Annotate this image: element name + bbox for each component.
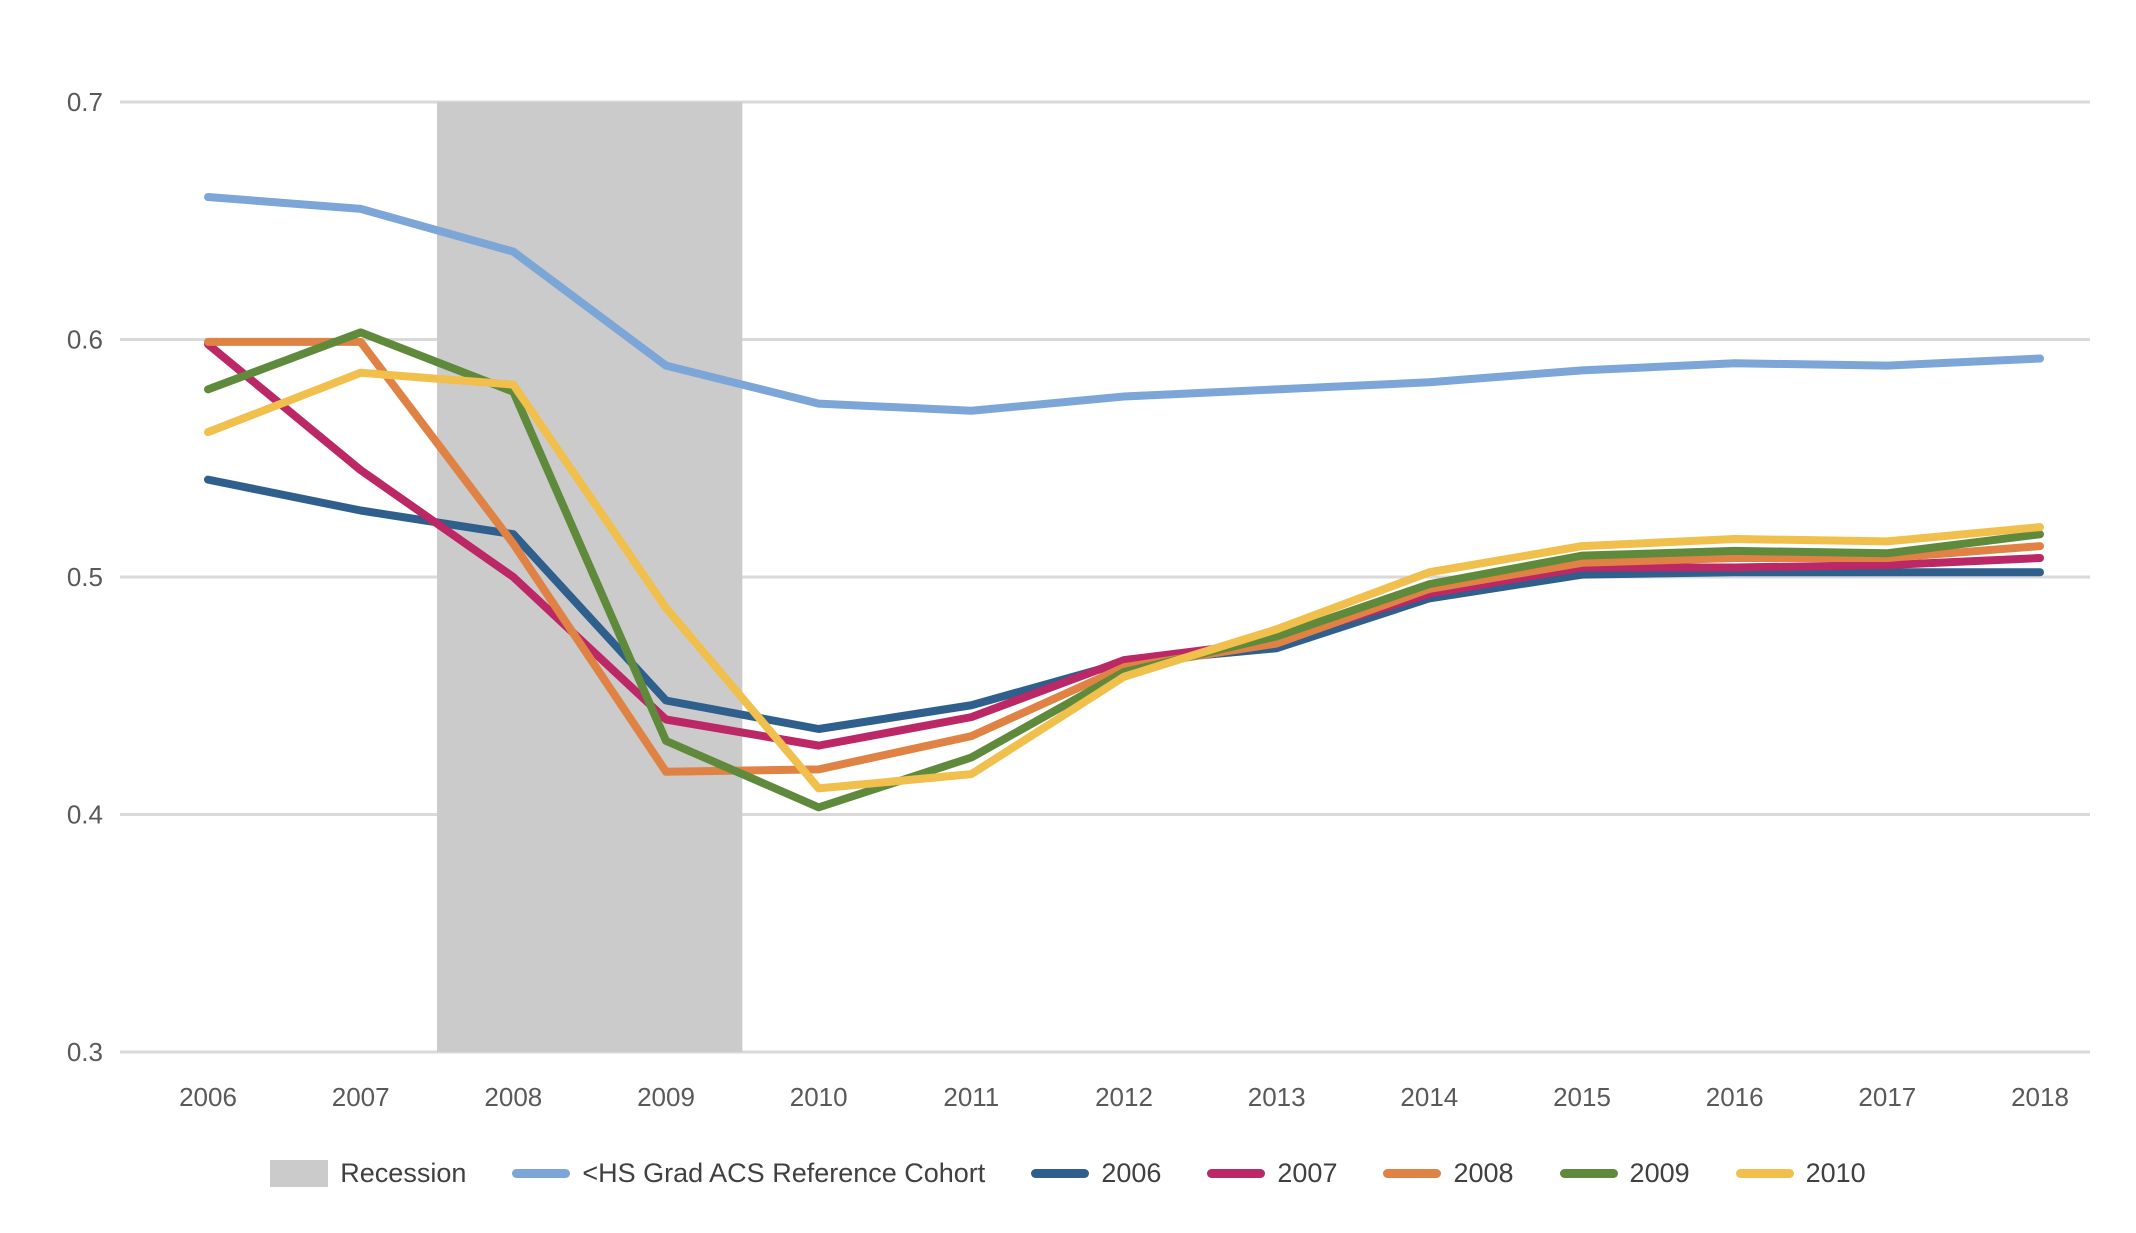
legend-label-hs-grad-acs-reference-cohort: <HS Grad ACS Reference Cohort <box>582 1157 986 1188</box>
y-axis-tick-0.6: 0.6 <box>67 325 103 355</box>
legend-swatch-2010 <box>1735 1168 1794 1178</box>
x-axis-tick-2013: 2013 <box>1248 1082 1306 1112</box>
series-line-hs-grad-acs-reference-cohort <box>204 193 2044 415</box>
legend-swatch-2007 <box>1207 1168 1266 1178</box>
legend-item-2008: 2008 <box>1383 1157 1514 1189</box>
legend-item-recession: Recession <box>270 1158 466 1189</box>
series-line-2007 <box>204 340 2044 750</box>
x-axis-tick-2008: 2008 <box>484 1082 542 1112</box>
legend-label-2009: 2009 <box>1629 1157 1690 1188</box>
legend-item-hs-grad-acs-reference-cohort: <HS Grad ACS Reference Cohort <box>512 1158 985 1189</box>
x-axis-tick-2012: 2012 <box>1095 1082 1153 1112</box>
legend-label-2008: 2008 <box>1453 1157 1514 1188</box>
x-axis-tick-2011: 2011 <box>943 1082 999 1112</box>
legend-item-2009: 2009 <box>1559 1157 1690 1189</box>
chart-legend: Recession <HS Grad ACS Reference Cohort 20… <box>0 1146 2136 1200</box>
x-axis-tick-2007: 2007 <box>332 1082 390 1112</box>
legend-swatch-hs-grad-acs-reference-cohort <box>512 1168 571 1178</box>
x-axis-tick-2015: 2015 <box>1553 1082 1611 1112</box>
series-line-2010 <box>204 368 2044 793</box>
legend-swatch-2006 <box>1031 1168 1090 1178</box>
y-axis-tick-0.5: 0.5 <box>67 562 103 592</box>
y-axis-tick-0.4: 0.4 <box>67 800 103 830</box>
legend-label-2006: 2006 <box>1101 1157 1162 1188</box>
recession-band <box>437 102 743 1052</box>
legend-item-2006: 2006 <box>1031 1158 1161 1189</box>
legend-label-recession: Recession <box>340 1157 467 1188</box>
x-axis-tick-2010: 2010 <box>790 1082 848 1112</box>
x-axis-tick-2017: 2017 <box>1858 1082 1916 1112</box>
y-axis-tick-0.3: 0.3 <box>67 1037 103 1067</box>
legend-swatch-2008 <box>1383 1168 1442 1178</box>
legend-item-2010: 2010 <box>1735 1157 1866 1189</box>
legend-label-2010: 2010 <box>1805 1157 1866 1188</box>
x-axis-tick-2016: 2016 <box>1706 1082 1764 1112</box>
y-axis-tick-0.7: 0.7 <box>67 87 103 117</box>
x-axis-tick-2006: 2006 <box>179 1082 237 1112</box>
legend-swatch-recession <box>270 1159 329 1187</box>
legend-label-2007: 2007 <box>1277 1157 1338 1188</box>
x-axis-tick-2018: 2018 <box>2011 1082 2069 1112</box>
legend-item-2007: 2007 <box>1207 1158 1337 1189</box>
series-line-2009 <box>204 328 2044 812</box>
x-axis-tick-2014: 2014 <box>1400 1082 1458 1112</box>
legend-swatch-2009 <box>1559 1168 1618 1178</box>
x-axis-tick-2009: 2009 <box>637 1082 695 1112</box>
series-line-2008 <box>204 337 2044 776</box>
